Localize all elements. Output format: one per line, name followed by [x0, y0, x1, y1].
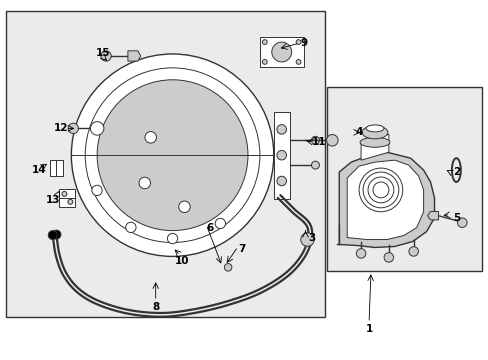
Text: 1: 1 — [365, 324, 372, 334]
Polygon shape — [273, 112, 289, 199]
Circle shape — [296, 40, 300, 44]
Polygon shape — [346, 160, 423, 239]
Circle shape — [167, 233, 177, 244]
Text: 8: 8 — [152, 302, 159, 312]
Circle shape — [296, 59, 300, 64]
Polygon shape — [427, 212, 438, 220]
Circle shape — [457, 218, 466, 228]
Circle shape — [311, 161, 319, 169]
Circle shape — [144, 131, 156, 143]
Circle shape — [262, 40, 266, 44]
Circle shape — [68, 199, 73, 204]
Text: 13: 13 — [46, 195, 61, 205]
Circle shape — [178, 201, 190, 212]
Text: 11: 11 — [311, 137, 326, 147]
Circle shape — [68, 123, 79, 134]
Circle shape — [262, 59, 266, 64]
Text: 2: 2 — [452, 167, 459, 177]
Text: 10: 10 — [175, 256, 189, 266]
Circle shape — [101, 51, 111, 61]
Circle shape — [92, 185, 102, 195]
Polygon shape — [339, 152, 434, 247]
Circle shape — [276, 125, 286, 134]
Circle shape — [48, 231, 57, 239]
Polygon shape — [360, 134, 388, 160]
Circle shape — [52, 230, 61, 239]
Text: 6: 6 — [206, 222, 213, 233]
Circle shape — [311, 136, 319, 144]
Circle shape — [62, 192, 67, 196]
Circle shape — [90, 122, 103, 135]
Circle shape — [71, 54, 273, 256]
Text: 7: 7 — [238, 244, 245, 255]
Circle shape — [224, 264, 231, 271]
Circle shape — [276, 176, 286, 186]
Polygon shape — [128, 51, 141, 61]
Circle shape — [125, 222, 136, 233]
FancyBboxPatch shape — [6, 11, 325, 317]
Ellipse shape — [359, 137, 389, 147]
Circle shape — [384, 253, 393, 262]
Circle shape — [276, 150, 286, 160]
Circle shape — [408, 247, 418, 256]
Text: 5: 5 — [452, 213, 459, 223]
Text: 14: 14 — [32, 165, 47, 175]
Circle shape — [300, 233, 314, 246]
Circle shape — [271, 42, 291, 62]
Circle shape — [139, 177, 150, 189]
Circle shape — [356, 249, 365, 258]
FancyBboxPatch shape — [326, 87, 481, 271]
Text: 9: 9 — [300, 38, 307, 48]
Polygon shape — [259, 37, 303, 67]
Circle shape — [215, 218, 225, 229]
Circle shape — [326, 135, 337, 146]
Text: 3: 3 — [307, 233, 314, 243]
Ellipse shape — [361, 126, 387, 139]
Polygon shape — [49, 160, 63, 176]
Circle shape — [97, 80, 247, 231]
Text: 15: 15 — [96, 48, 110, 58]
Text: 4: 4 — [355, 127, 362, 138]
Ellipse shape — [366, 125, 383, 132]
Text: 12: 12 — [54, 123, 68, 134]
Polygon shape — [60, 189, 75, 207]
